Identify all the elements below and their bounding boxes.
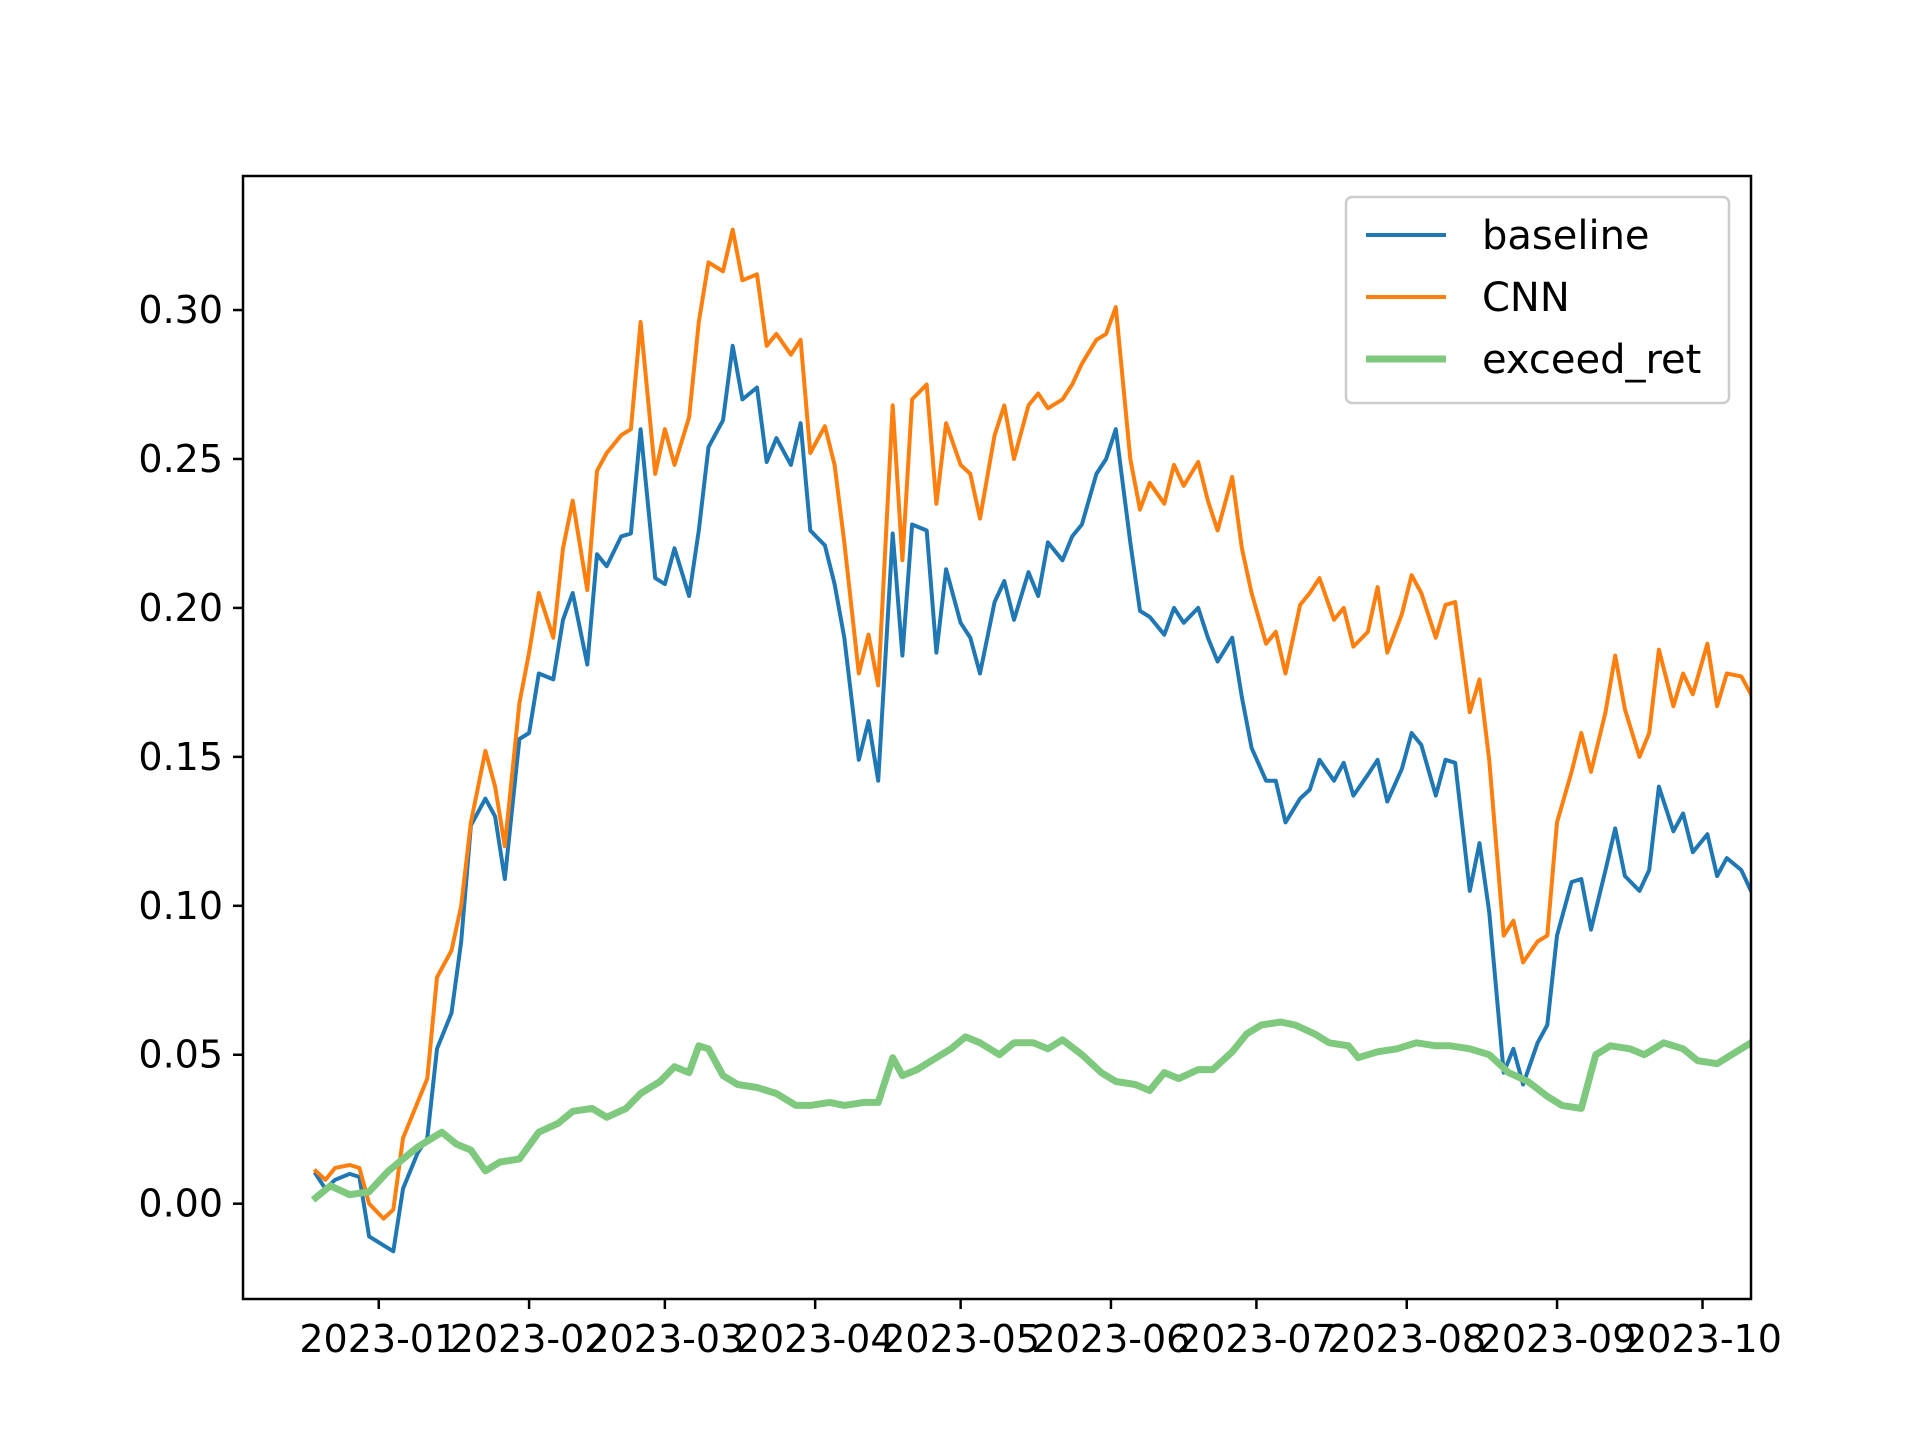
- x-tick-label: 2023-04: [736, 1317, 895, 1361]
- legend-label-CNN: CNN: [1482, 275, 1570, 321]
- legend-box: [1344, 195, 1731, 405]
- x-tick-label: 2023-07: [1177, 1317, 1336, 1361]
- x-tick-label: 2023-05: [881, 1317, 1040, 1361]
- x-tick-label: 2023-03: [585, 1317, 744, 1361]
- x-tick-label: 2023-02: [450, 1317, 609, 1361]
- legend: baseline CNN exceed_ret: [1344, 195, 1731, 405]
- series-layer: [310, 227, 1751, 1254]
- axes-layer: 0.000.050.100.150.200.250.302023-012023-…: [138, 174, 1782, 1361]
- y-tick-label: 0.30: [138, 288, 223, 332]
- series-line-CNN: [312, 227, 1751, 1221]
- x-tick-label: 2023-09: [1478, 1317, 1637, 1361]
- axes-frame: [241, 174, 1753, 1301]
- y-tick-label: 0.10: [138, 884, 223, 928]
- legend-label-baseline: baseline: [1482, 213, 1650, 259]
- y-tick-label: 0.05: [138, 1033, 223, 1077]
- series-line-exceed-ret: [310, 1018, 1751, 1203]
- x-tick-label: 2023-10: [1623, 1317, 1782, 1361]
- legend-label-exceed-ret: exceed_ret: [1482, 337, 1701, 383]
- x-tick-label: 2023-01: [299, 1317, 458, 1361]
- series-line-baseline: [312, 343, 1751, 1254]
- x-tick-label: 2023-06: [1032, 1317, 1191, 1361]
- y-tick-label: 0.20: [138, 586, 223, 630]
- x-tick-label: 2023-08: [1327, 1317, 1486, 1361]
- y-tick-label: 0.25: [138, 437, 223, 481]
- y-tick-label: 0.15: [138, 735, 223, 779]
- y-tick-label: 0.00: [138, 1182, 223, 1226]
